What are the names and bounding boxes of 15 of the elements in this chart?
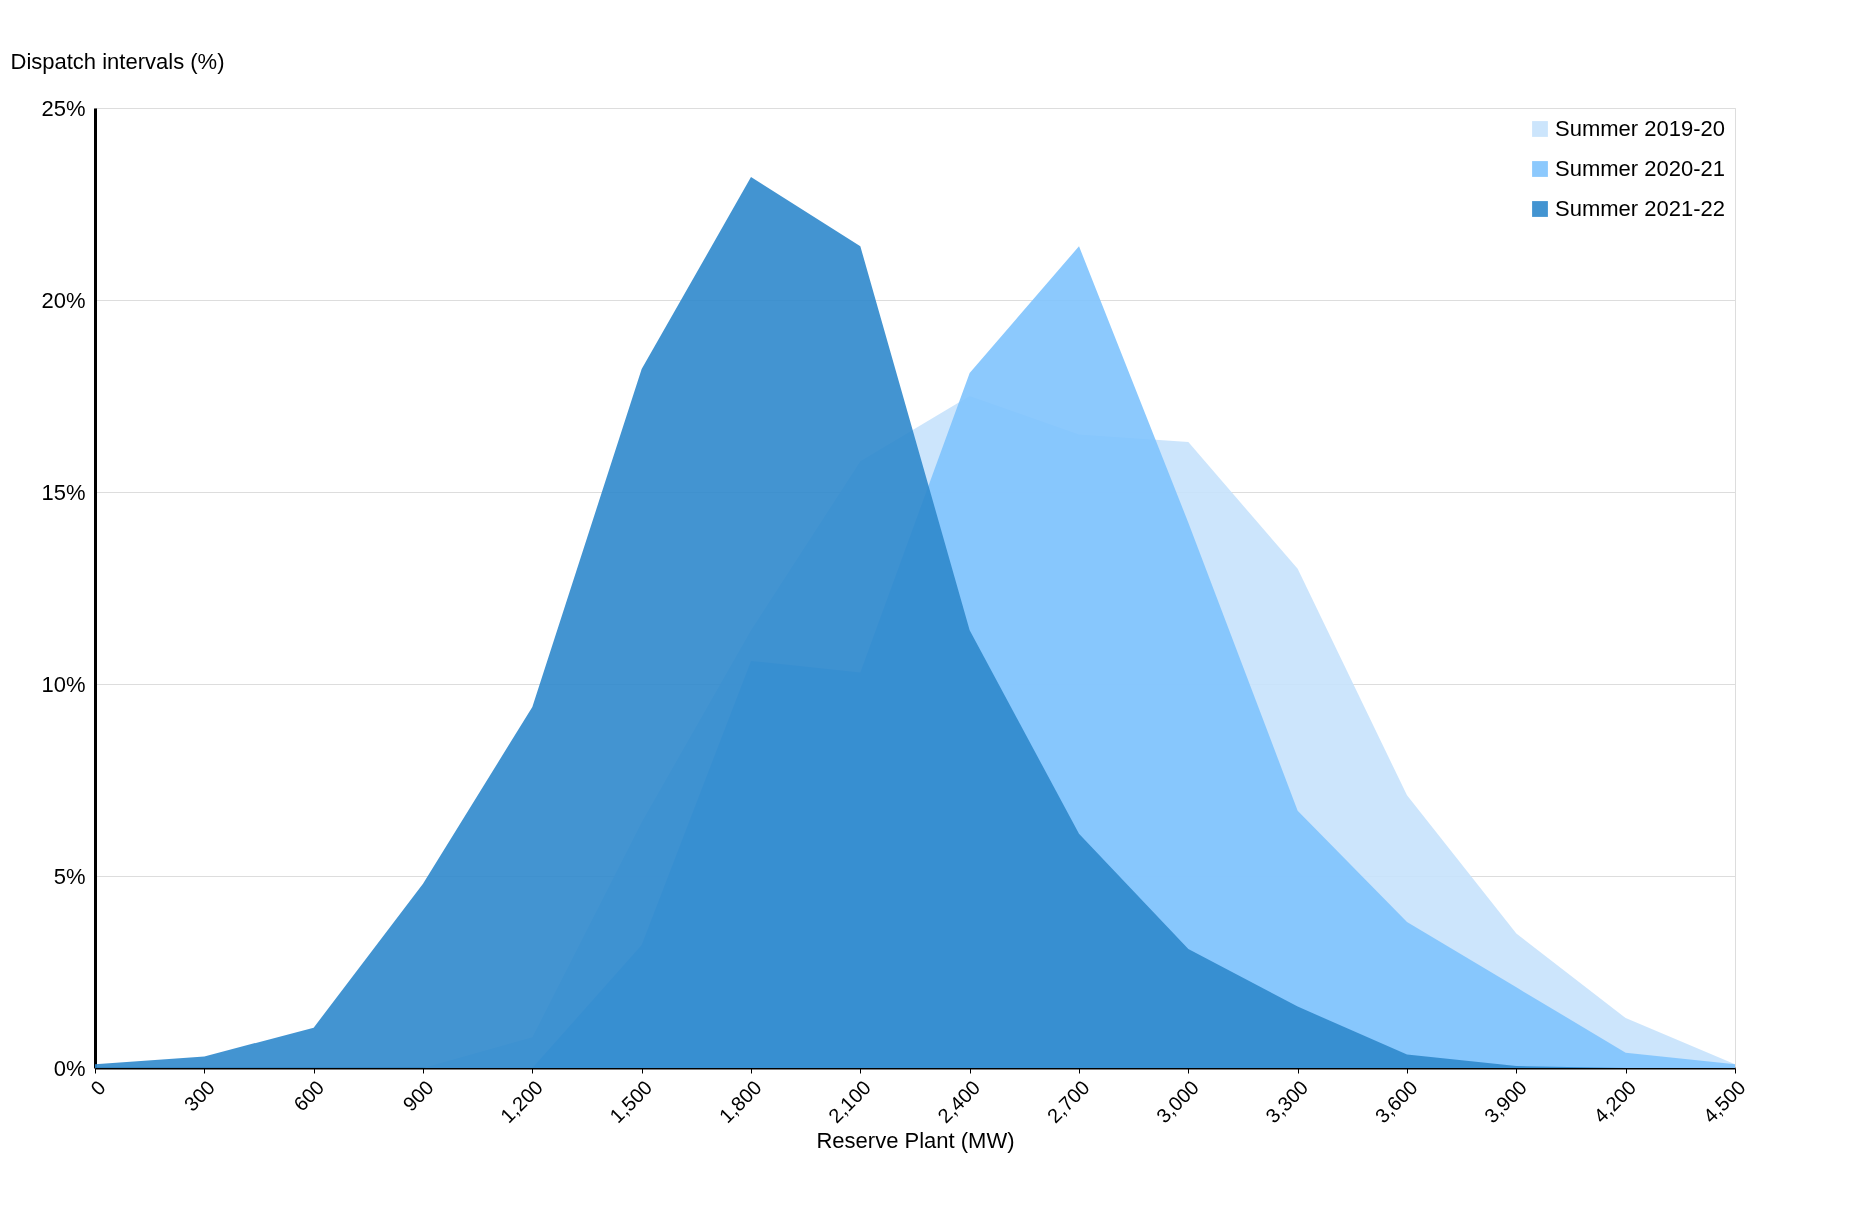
y-tick-label: 5%: [53, 863, 86, 889]
y-axis-title: Dispatch intervals (%): [10, 48, 225, 74]
y-tick-label: 0%: [53, 1055, 86, 1081]
x-axis-title: Reserve Plant (MW): [816, 1128, 1015, 1154]
legend-label: Summer 2020-21: [1555, 156, 1725, 181]
legend-label: Summer 2019-20: [1555, 116, 1725, 141]
y-tick-label: 20%: [41, 287, 86, 313]
legend-label: Summer 2021-22: [1555, 196, 1725, 221]
y-tick-label: 15%: [41, 479, 86, 505]
x-tick-label: 300: [179, 1076, 219, 1116]
x-tick-label: 0: [86, 1076, 110, 1100]
y-tick-label: 10%: [41, 671, 86, 697]
x-tick-label: 600: [289, 1076, 329, 1116]
y-tick-label: 25%: [41, 95, 86, 121]
x-tick-label: 900: [398, 1076, 438, 1116]
